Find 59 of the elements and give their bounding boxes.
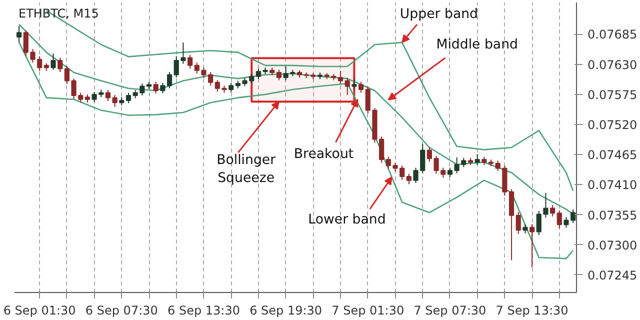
y-tick-label: 0.07355 (588, 208, 638, 222)
candlestick (92, 91, 97, 103)
y-tick-label: 0.07575 (588, 88, 638, 102)
y-tick-label: 0.07465 (588, 148, 638, 162)
y-tick-label: 0.07630 (588, 58, 638, 72)
y-tick-label: 0.07520 (588, 118, 638, 132)
candlestick (550, 204, 556, 217)
candlestick (338, 70, 344, 84)
candlestick (78, 92, 84, 104)
x-tick-label: 6 Sep 07:30 (85, 304, 158, 318)
y-tick-label: 0.07685 (588, 28, 638, 42)
candlestick (105, 90, 111, 102)
x-tick-label: 6 Sep 13:30 (168, 304, 240, 318)
candlestick (508, 188, 514, 261)
annotation: Middle band (436, 37, 518, 52)
candlestick (413, 167, 418, 184)
candlestick (434, 155, 439, 174)
candlestick (112, 94, 118, 108)
candlestick (522, 224, 528, 234)
y-tick-label: 0.07300 (588, 238, 638, 252)
annotation: Lower band (308, 212, 386, 228)
annotation: Upper band (400, 6, 478, 22)
candlestick (447, 167, 453, 178)
candlestick (58, 57, 63, 72)
candlestick (440, 167, 446, 178)
candlestick (406, 173, 412, 185)
candlestick (358, 81, 364, 94)
candlestick (166, 71, 172, 89)
candlestick (276, 69, 282, 81)
annotation: Breakout (294, 146, 354, 162)
candlestick (153, 81, 158, 94)
candlestick (454, 156, 460, 174)
candlestick (188, 54, 193, 70)
candlestick (556, 210, 562, 229)
candlestick (344, 78, 350, 96)
candlestick (426, 147, 432, 162)
x-tick-label: 7 Sep 01:30 (332, 304, 404, 318)
candlestick (529, 224, 535, 268)
candlestick (194, 62, 200, 74)
x-tick-label: 7 Sep 13:30 (496, 304, 568, 318)
candlestick (174, 56, 179, 78)
candlestick (16, 26, 22, 43)
candlestick (461, 157, 466, 168)
x-tick-label: 7 Sep 07:30 (414, 304, 486, 318)
candlestick (420, 143, 426, 174)
candlestick (126, 92, 132, 104)
candlestick (474, 154, 480, 166)
x-tick-label: 6 Sep 01:30 (3, 304, 76, 318)
candlestick (214, 80, 220, 92)
candlestick (180, 42, 186, 64)
candlestick (352, 78, 357, 90)
x-tick-label: 6 Sep 19:30 (250, 304, 322, 318)
candlestick (516, 212, 521, 234)
candlestick (160, 82, 166, 94)
candlestick (50, 52, 56, 70)
y-tick-label: 0.07410 (588, 178, 638, 192)
annotation: Bollinger Squeeze (216, 153, 276, 186)
y-tick-label: 0.07245 (588, 268, 638, 282)
candlestick (228, 82, 234, 93)
